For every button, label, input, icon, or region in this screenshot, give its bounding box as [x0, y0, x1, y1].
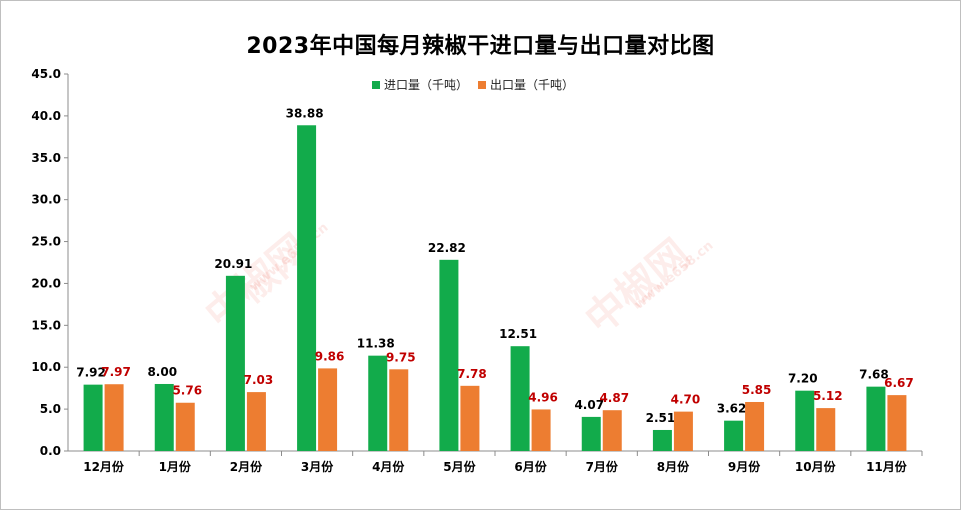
data-label-export: 7.97 — [101, 365, 131, 379]
x-tick-label: 3月份 — [301, 459, 334, 474]
y-tick-label: 0.0 — [40, 444, 61, 458]
data-label-export: 7.03 — [244, 373, 274, 387]
bar-export — [175, 402, 195, 451]
y-tick-label: 20.0 — [31, 276, 61, 290]
bar-export — [673, 411, 693, 451]
bar-import — [795, 390, 815, 451]
y-tick-label: 5.0 — [40, 402, 61, 416]
data-label-import: 4.07 — [574, 398, 604, 412]
chart-title: 2023年中国每月辣椒干进口量与出口量对比图 — [246, 34, 715, 59]
data-label-export: 5.76 — [172, 384, 202, 398]
data-label-export: 7.78 — [457, 367, 487, 381]
legend-swatch-import — [372, 80, 380, 89]
data-label-export: 9.86 — [315, 349, 345, 363]
bar-import — [368, 355, 388, 451]
data-label-import: 38.88 — [286, 106, 324, 120]
data-label-export: 9.75 — [386, 350, 416, 364]
data-label-export: 6.67 — [884, 376, 914, 390]
data-label-import: 22.82 — [428, 241, 466, 255]
y-tick-label: 35.0 — [31, 151, 61, 165]
legend-label-import: 进口量（千吨） — [384, 78, 469, 92]
data-label-import: 11.38 — [357, 337, 395, 351]
bar-import — [510, 346, 530, 451]
legend-item-export: 出口量（千吨） — [478, 76, 574, 93]
bar-import — [652, 429, 672, 451]
bar-import — [154, 383, 174, 451]
legend-swatch-export — [478, 80, 487, 89]
bar-import — [866, 386, 886, 451]
bar-export — [531, 409, 551, 451]
x-tick-label: 4月份 — [372, 459, 405, 474]
y-tick-label: 40.0 — [31, 109, 61, 123]
data-label-import: 7.92 — [76, 366, 106, 380]
data-label-import: 20.91 — [214, 257, 252, 271]
x-tick-label: 2月份 — [230, 459, 263, 474]
bar-import — [225, 275, 245, 451]
x-tick-label: 9月份 — [728, 459, 761, 474]
x-tick-label: 7月份 — [586, 459, 619, 474]
data-label-import: 7.68 — [859, 368, 889, 382]
data-label-import: 7.20 — [788, 372, 818, 386]
data-label-export: 4.96 — [528, 390, 558, 404]
x-tick-label: 11月份 — [866, 459, 908, 474]
y-tick-label: 15.0 — [31, 318, 61, 332]
x-tick-label: 1月份 — [159, 459, 192, 474]
x-tick-label: 12月份 — [83, 459, 125, 474]
x-tick-label: 8月份 — [657, 459, 690, 474]
legend-label-export: 出口量（千吨） — [490, 78, 575, 92]
bar-import — [297, 125, 317, 451]
chart-legend: 进口量（千吨） 出口量（千吨） — [372, 76, 574, 93]
bar-export — [246, 392, 266, 451]
x-tick-label: 10月份 — [795, 459, 837, 474]
data-label-import: 2.51 — [646, 411, 676, 425]
bar-import — [83, 384, 103, 451]
bar-export — [745, 401, 765, 451]
y-tick-label: 30.0 — [31, 193, 61, 207]
y-tick-label: 25.0 — [31, 235, 61, 249]
data-label-import: 8.00 — [147, 365, 177, 379]
bar-export — [318, 368, 338, 451]
bar-import — [439, 259, 459, 451]
data-label-import: 3.62 — [717, 402, 747, 416]
bar-import — [724, 420, 744, 451]
data-label-export: 5.12 — [813, 389, 843, 403]
legend-item-import: 进口量（千吨） — [372, 76, 468, 93]
bar-export — [887, 395, 907, 451]
y-tick-label: 10.0 — [31, 360, 61, 374]
y-tick-label: 45.0 — [31, 67, 61, 81]
data-label-import: 12.51 — [499, 327, 537, 341]
bar-export — [104, 384, 124, 451]
x-tick-label: 5月份 — [443, 459, 476, 474]
bar-import — [581, 416, 601, 451]
bar-export — [816, 408, 836, 451]
data-label-export: 4.70 — [671, 393, 701, 407]
x-tick-label: 6月份 — [514, 459, 547, 474]
bar-export — [460, 385, 480, 451]
data-label-export: 4.87 — [599, 391, 629, 405]
bar-export — [389, 369, 409, 451]
bar-export — [602, 410, 622, 451]
data-label-export: 5.85 — [742, 383, 772, 397]
